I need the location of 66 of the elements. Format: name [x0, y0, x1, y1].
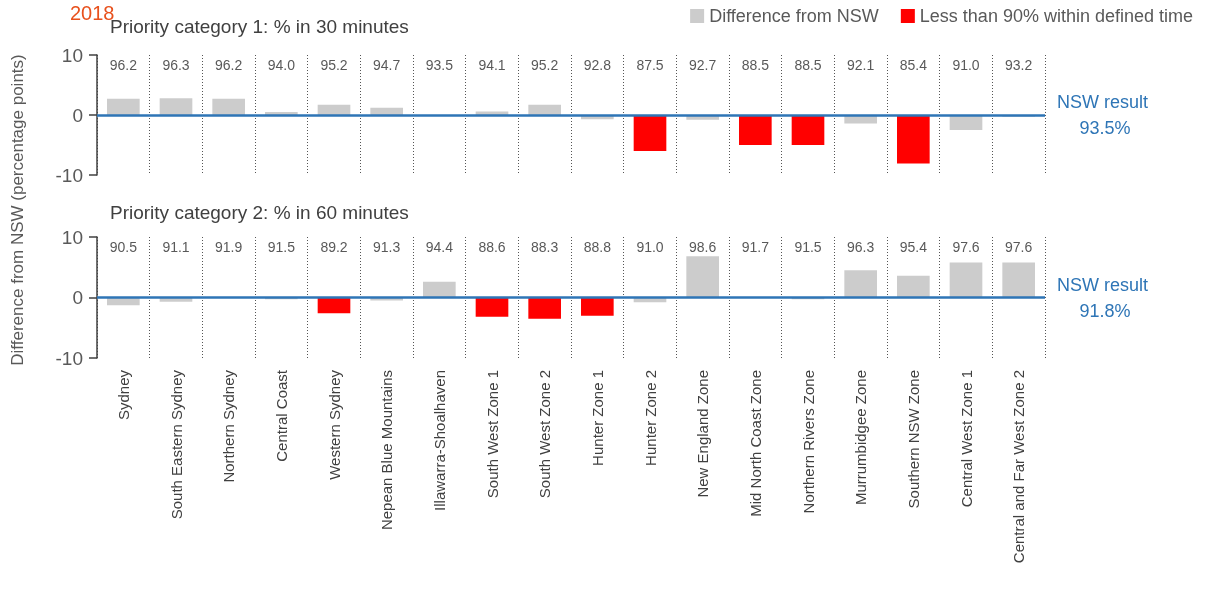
x-tick-label: Central Coast — [272, 369, 290, 462]
x-tick-label: Western Sydney — [325, 369, 343, 480]
annotation: 92.1 — [847, 57, 875, 73]
x-tick-label: Central and Far West Zone 2 — [1010, 370, 1028, 564]
annotation: 85.4 — [899, 57, 928, 73]
y-tick-label: 0 — [72, 287, 83, 308]
annotation: 91.7 — [741, 239, 770, 255]
annotation: 96.3 — [847, 239, 875, 255]
annotation: 91.3 — [373, 239, 401, 255]
annotation: 88.5 — [794, 57, 822, 73]
annotation: 97.6 — [952, 239, 980, 255]
y-tick-label: 10 — [61, 44, 83, 66]
ref-line-label: NSW result 91.8% — [1056, 274, 1154, 321]
x-tick-label: Central West Zone 1 — [957, 370, 975, 508]
annotation: 94.1 — [478, 57, 506, 73]
annotation: 93.2 — [1005, 57, 1033, 73]
legend-label: Less than 90% within defined time — [919, 6, 1194, 26]
annotation: 94.0 — [267, 57, 296, 73]
annotation: 95.4 — [899, 239, 928, 255]
x-tick-label: South West Zone 2 — [536, 370, 554, 499]
annotation: 93.5 — [425, 57, 454, 73]
legend-label: Difference from NSW — [709, 6, 879, 26]
annotation: 91.5 — [794, 239, 822, 255]
x-tick-label: Northern Sydney — [220, 369, 238, 483]
annotation: 92.8 — [583, 57, 612, 73]
annotation: 97.6 — [1005, 239, 1033, 255]
annotation: 88.6 — [478, 239, 506, 255]
annotation: 96.2 — [109, 57, 138, 73]
y-axis-title: Difference from NSW (percentage points) — [8, 54, 28, 366]
x-tick-label: South West Zone 1 — [483, 370, 501, 499]
y-tick-label: 0 — [72, 104, 83, 126]
x-tick-label: Sydney — [114, 369, 132, 421]
chart-title: Priority category 2: % in 60 minutes — [110, 202, 409, 223]
annotation: 91.9 — [215, 239, 243, 255]
y-tick-label: -10 — [55, 347, 83, 369]
annotation: 87.5 — [636, 57, 664, 73]
x-tick-label: Southern NSW Zone — [904, 370, 922, 509]
annotation: 92.7 — [689, 57, 717, 73]
annotation: 96.2 — [215, 57, 243, 73]
annotation: 91.5 — [267, 239, 296, 255]
x-tick-label: Illawarra-Shoalhaven — [430, 370, 448, 511]
annotation: 88.8 — [583, 239, 612, 255]
annotation: 96.3 — [162, 57, 190, 73]
annotation: 90.5 — [109, 239, 138, 255]
annotation: 94.7 — [373, 57, 401, 73]
y-tick-label: -10 — [55, 164, 83, 186]
annotation: 88.3 — [531, 239, 559, 255]
annotation: 94.4 — [425, 239, 454, 255]
annotation: 91.0 — [636, 239, 664, 255]
annotation: 91.0 — [952, 57, 980, 73]
y-tick-label: 10 — [61, 226, 83, 248]
x-tick-label: New England Zone — [694, 370, 712, 498]
annotation: 88.5 — [741, 57, 770, 73]
ref-line-label: NSW result 93.5% — [1056, 92, 1154, 138]
annotation: 95.2 — [531, 57, 559, 73]
x-tick-label: Mid North Coast Zone — [746, 370, 764, 517]
x-tick-label: Hunter Zone 2 — [641, 370, 659, 466]
annotation: 89.2 — [320, 239, 348, 255]
annotation: 98.6 — [689, 239, 717, 255]
annotation: 91.1 — [162, 239, 190, 255]
x-tick-label: Northern Rivers Zone — [799, 370, 817, 514]
annotation: 95.2 — [320, 57, 348, 73]
x-tick-label: Nepean Blue Mountains — [378, 370, 396, 531]
x-tick-label: Hunter Zone 1 — [588, 370, 606, 466]
x-tick-label: South Eastern Sydney — [167, 369, 185, 520]
x-tick-label: Murrumbidgee Zone — [852, 370, 870, 506]
